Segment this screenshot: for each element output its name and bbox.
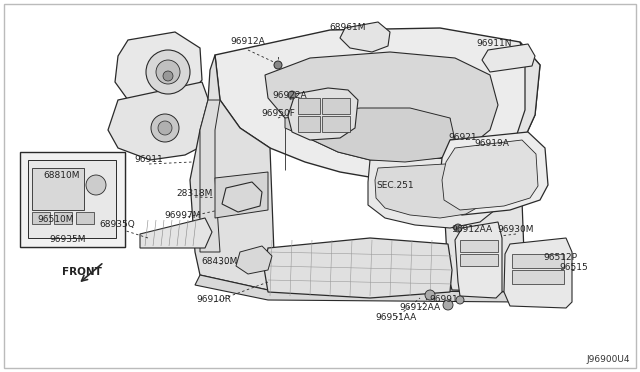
Text: 96912AA: 96912AA xyxy=(399,304,440,312)
Bar xyxy=(298,116,320,132)
Bar xyxy=(322,116,350,132)
Polygon shape xyxy=(288,88,358,140)
Polygon shape xyxy=(445,42,540,292)
Text: 96935M: 96935M xyxy=(50,234,86,244)
Circle shape xyxy=(163,71,173,81)
Text: 96991: 96991 xyxy=(429,295,458,305)
Polygon shape xyxy=(340,22,390,52)
Text: 96911N: 96911N xyxy=(476,39,512,48)
Text: 68935Q: 68935Q xyxy=(99,219,135,228)
Text: 68810M: 68810M xyxy=(44,171,80,180)
Text: 96912AA: 96912AA xyxy=(451,225,493,234)
Polygon shape xyxy=(236,246,272,274)
Text: J96900U4: J96900U4 xyxy=(586,355,630,364)
Polygon shape xyxy=(190,55,275,290)
Polygon shape xyxy=(215,172,268,218)
Circle shape xyxy=(151,114,179,142)
Text: 96950F: 96950F xyxy=(261,109,295,118)
Bar xyxy=(32,212,50,224)
Bar xyxy=(20,152,125,247)
Text: 96515: 96515 xyxy=(559,263,588,273)
Text: SEC.251: SEC.251 xyxy=(376,180,414,189)
Circle shape xyxy=(156,60,180,84)
Circle shape xyxy=(288,91,296,99)
Polygon shape xyxy=(455,222,502,298)
Polygon shape xyxy=(285,108,455,162)
Polygon shape xyxy=(140,218,212,248)
Text: 28318M: 28318M xyxy=(177,189,213,198)
Bar xyxy=(28,160,116,238)
Text: 68961M: 68961M xyxy=(330,23,366,32)
Text: 96512P: 96512P xyxy=(543,253,577,262)
Text: 96930M: 96930M xyxy=(498,225,534,234)
Polygon shape xyxy=(368,158,498,228)
Polygon shape xyxy=(504,238,572,308)
Polygon shape xyxy=(108,82,215,160)
Text: 96910R: 96910R xyxy=(196,295,232,305)
Text: 96912A: 96912A xyxy=(230,38,266,46)
Polygon shape xyxy=(195,275,525,302)
Text: 68430M: 68430M xyxy=(202,257,238,266)
Circle shape xyxy=(443,300,453,310)
Bar xyxy=(512,270,564,284)
Bar xyxy=(512,254,564,268)
Circle shape xyxy=(456,296,464,304)
Circle shape xyxy=(274,61,282,69)
Polygon shape xyxy=(115,32,202,108)
Text: 96922A: 96922A xyxy=(273,92,307,100)
Polygon shape xyxy=(222,182,262,212)
Text: FRONT: FRONT xyxy=(62,267,102,277)
Circle shape xyxy=(86,175,106,195)
Text: 96951AA: 96951AA xyxy=(376,314,417,323)
Text: 96911: 96911 xyxy=(134,155,163,164)
Text: 96921: 96921 xyxy=(449,134,477,142)
Circle shape xyxy=(425,290,435,300)
Circle shape xyxy=(146,50,190,94)
Text: 96510M: 96510M xyxy=(38,215,74,224)
Polygon shape xyxy=(265,52,498,162)
Circle shape xyxy=(158,121,172,135)
Polygon shape xyxy=(264,238,452,298)
Circle shape xyxy=(454,224,462,232)
Polygon shape xyxy=(482,44,535,72)
Bar xyxy=(76,212,94,224)
Polygon shape xyxy=(440,132,548,215)
Polygon shape xyxy=(200,100,220,252)
Polygon shape xyxy=(215,28,540,180)
Bar xyxy=(54,212,72,224)
Bar xyxy=(298,98,320,114)
Bar xyxy=(460,240,498,252)
Text: 96919A: 96919A xyxy=(475,140,509,148)
Polygon shape xyxy=(442,140,538,210)
Bar xyxy=(322,98,350,114)
Polygon shape xyxy=(375,164,486,218)
Bar xyxy=(460,254,498,266)
Bar xyxy=(32,168,84,210)
Text: 96997M: 96997M xyxy=(164,212,201,221)
